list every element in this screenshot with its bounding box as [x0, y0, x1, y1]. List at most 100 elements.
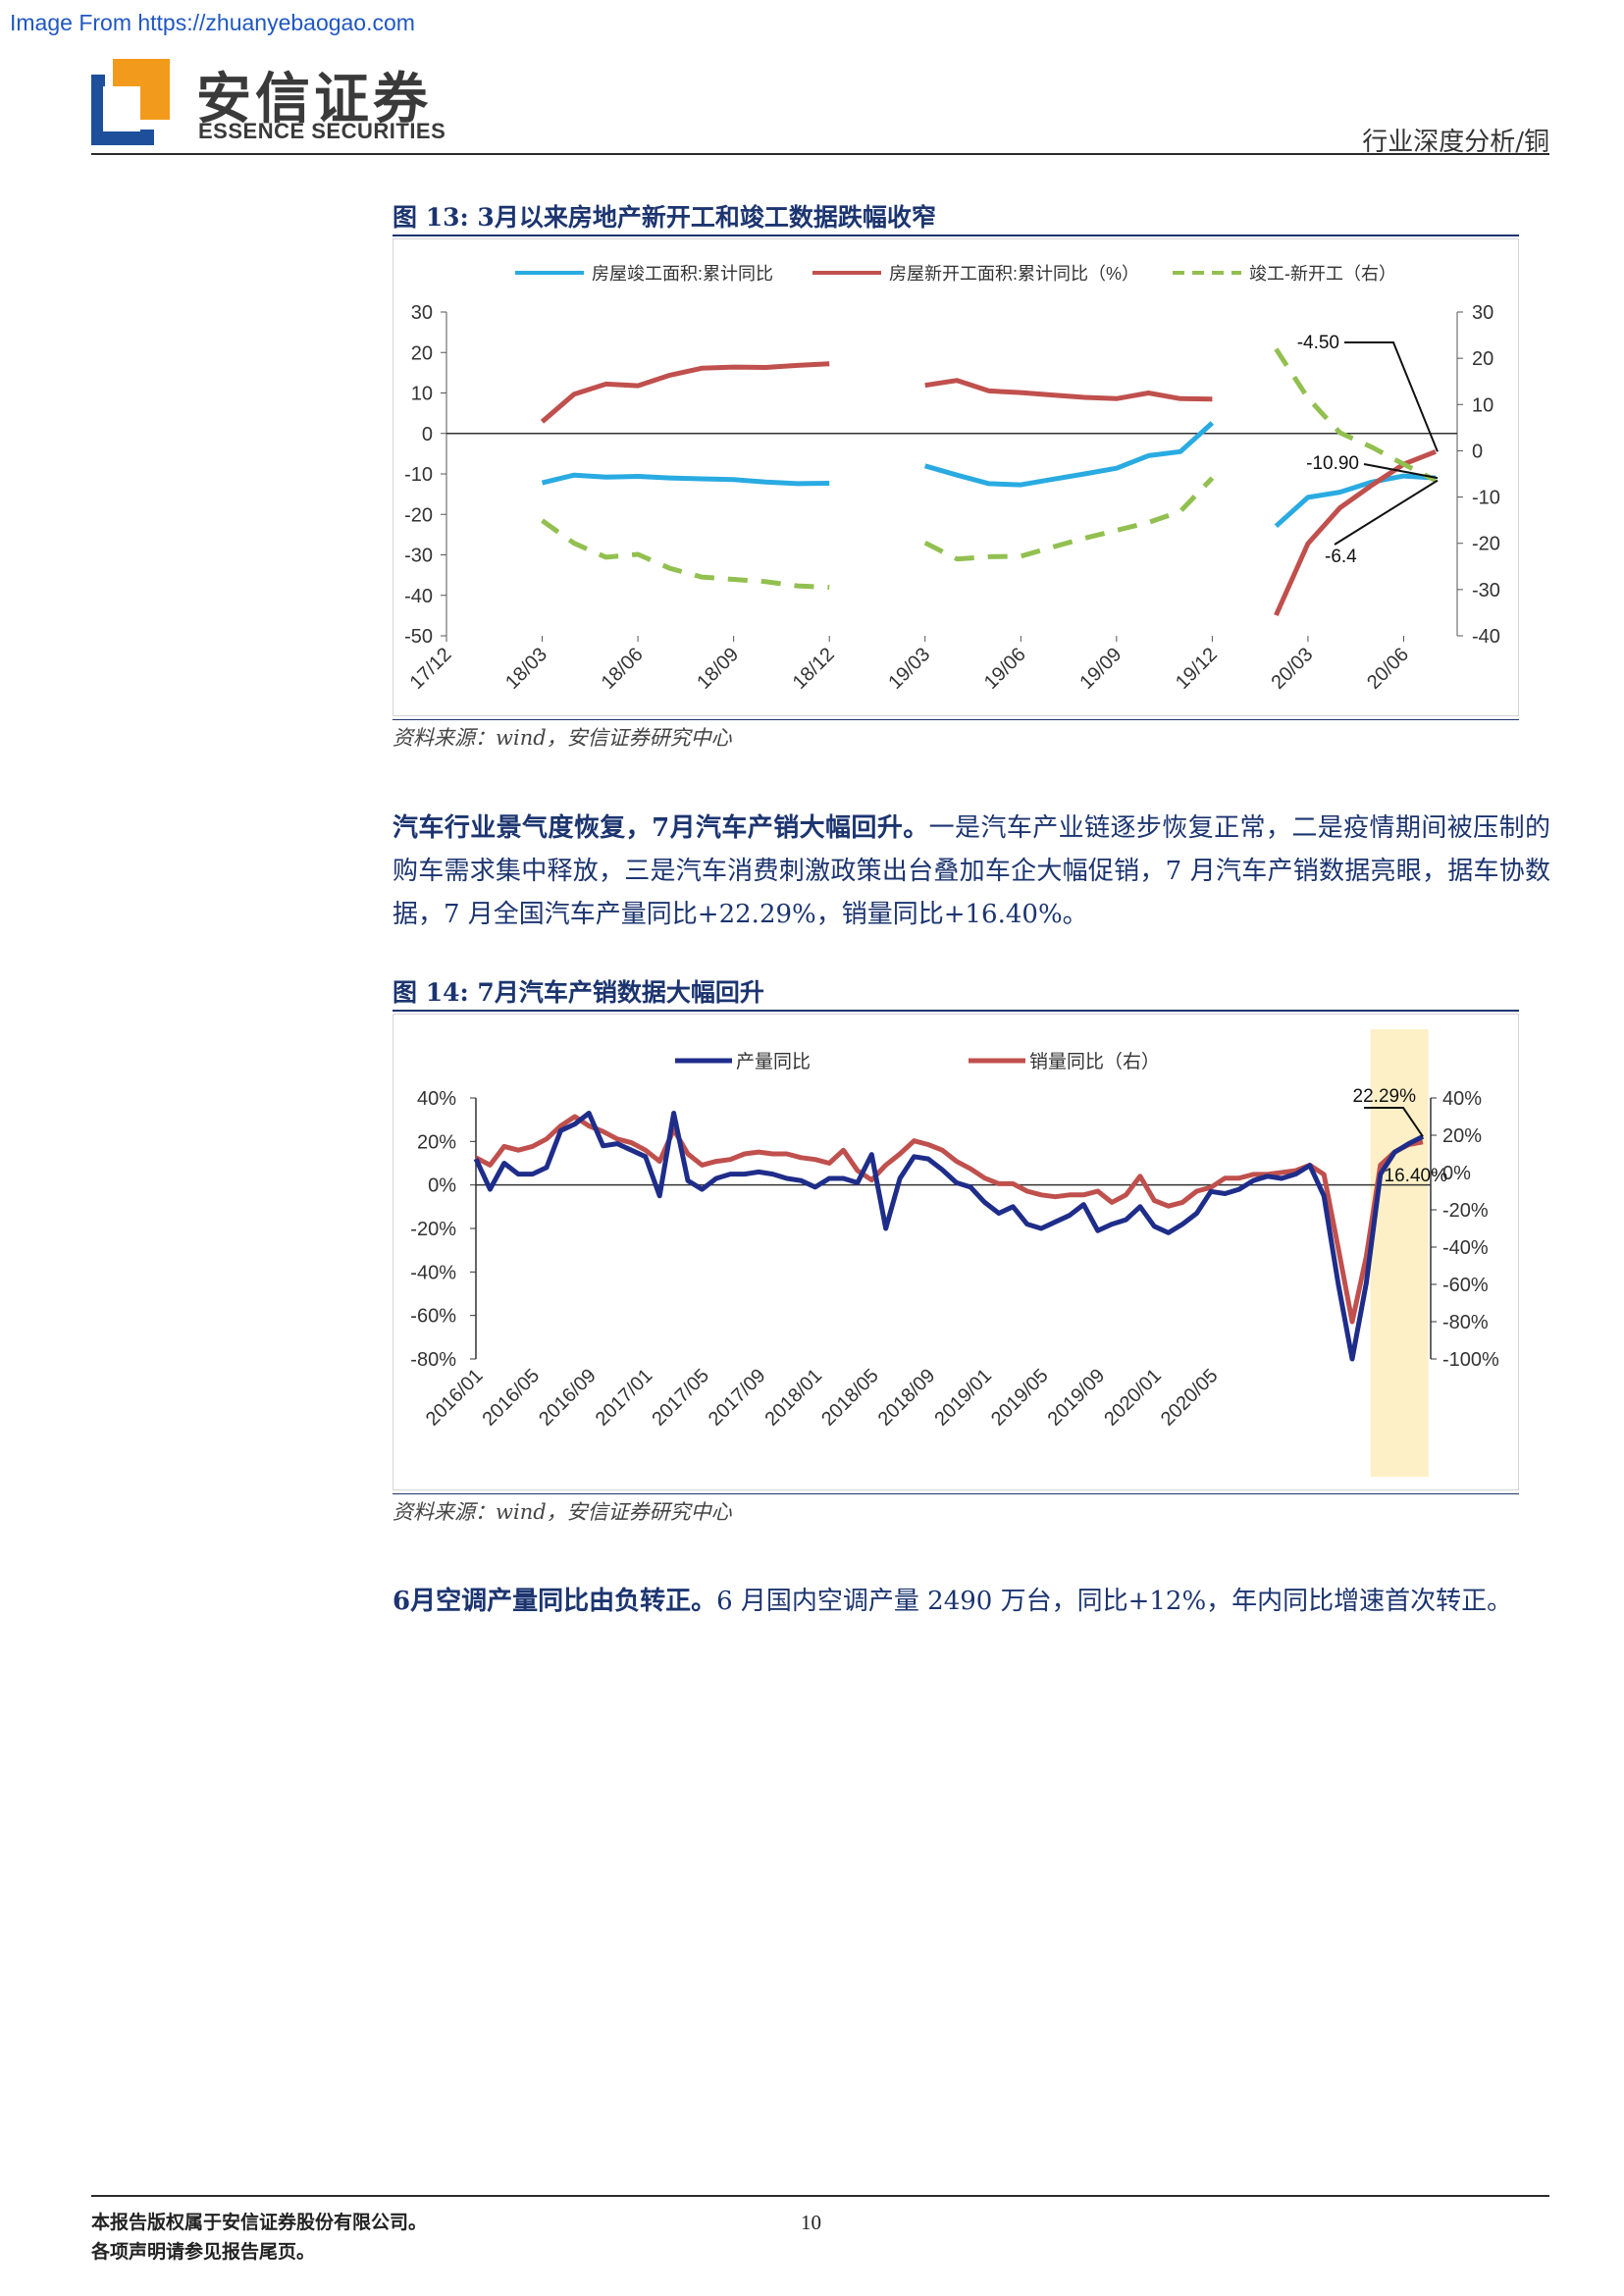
y-left-label-13-7: -40	[404, 586, 433, 607]
y-left-label-14-5: -60%	[410, 1306, 456, 1328]
annotation-13-0: -4.50	[1297, 333, 1339, 353]
figure-13-source: 资料来源：wind，安信证券研究中心	[393, 726, 732, 750]
y-left-label-14-3: -20%	[410, 1219, 456, 1240]
y-right-label-14-2: 0%	[1442, 1163, 1471, 1184]
x-label-14-9: 2019/01	[930, 1365, 996, 1431]
x-label-14-5: 2017/09	[705, 1365, 770, 1431]
figure-14-title: 图 14: 7月汽车产销数据大幅回升	[393, 978, 764, 1007]
footer-copyright: 本报告版权属于安信证券股份有限公司。	[91, 2212, 428, 2233]
x-label-14-13: 2020/05	[1157, 1365, 1223, 1431]
y-right-label-14-1: 20%	[1442, 1125, 1482, 1147]
y-right-label-14-0: 40%	[1442, 1088, 1482, 1110]
y-right-label-13-0: 30	[1472, 302, 1493, 324]
legend-13-label-1: 房屋新开工面积:累计同比（%）	[889, 264, 1139, 284]
x-label-13-9: 20/03	[1268, 644, 1318, 694]
y-right-label-13-5: -20	[1472, 534, 1500, 555]
y-right-label-14-7: -100%	[1442, 1349, 1499, 1371]
footer-divider	[91, 2195, 1549, 2197]
paragraph-air-conditioner: 6月空调产量同比由负转正。6 月国内空调产量 2490 万台，同比+12%，年内…	[393, 1580, 1550, 1623]
x-label-14-10: 2019/05	[987, 1365, 1053, 1431]
series-13-line-2	[541, 347, 1438, 590]
x-label-14-2: 2016/09	[535, 1365, 601, 1431]
series-14-line-0	[473, 1111, 1425, 1362]
x-label-14-6: 2018/01	[761, 1365, 827, 1431]
y-right-label-13-4: -10	[1472, 488, 1500, 509]
series-13-line-1	[540, 361, 1437, 617]
x-label-14-3: 2017/01	[592, 1365, 657, 1431]
y-left-label-13-8: -50	[404, 626, 433, 648]
y-left-label-13-5: -20	[404, 504, 433, 526]
annotation-13-2: -6.4	[1325, 547, 1357, 567]
series-13-line-0	[541, 421, 1437, 529]
y-right-label-14-6: -80%	[1442, 1312, 1489, 1333]
x-label-13-4: 18/12	[789, 644, 839, 694]
brand-name-cn: 安信证券	[196, 68, 432, 131]
x-label-14-4: 2017/05	[648, 1365, 713, 1431]
y-left-label-14-6: -80%	[410, 1349, 456, 1371]
x-label-13-5: 19/03	[884, 644, 934, 694]
source-watermark[interactable]: Image From https://zhuanyebaogao.com	[10, 10, 415, 35]
footer-statement: 各项声明请参见报告尾页。	[91, 2241, 316, 2263]
paragraph-ac-body: 6 月国内空调产量 2490 万台，同比+12%，年内同比增速首次转正。	[716, 1587, 1513, 1616]
annotation-14-1: 16.40%	[1385, 1166, 1448, 1186]
y-right-label-14-5: -60%	[1442, 1275, 1489, 1296]
y-right-label-14-4: -40%	[1442, 1237, 1489, 1259]
figure-13-title: 图 13: 3月以来房地产新开工和竣工数据跌幅收窄	[393, 203, 936, 232]
y-left-label-14-4: -40%	[410, 1262, 456, 1283]
x-label-14-11: 2019/09	[1044, 1365, 1110, 1431]
y-left-label-14-2: 0%	[428, 1175, 456, 1197]
brand-logo-icon	[91, 59, 170, 145]
brand-name-en: ESSENCE SECURITIES	[198, 119, 446, 143]
chart-13-frame	[393, 238, 1519, 716]
y-right-label-13-7: -40	[1472, 626, 1500, 648]
header-divider	[91, 153, 1549, 155]
x-label-14-8: 2018/09	[874, 1365, 940, 1431]
legend-13-label-2: 竣工-新开工（右）	[1249, 264, 1396, 284]
paragraph-auto-highlight: 汽车行业景气度恢复，7月汽车产销大幅回升。	[393, 813, 929, 843]
y-left-label-13-6: -30	[404, 546, 433, 567]
y-left-label-13-4: -10	[404, 464, 433, 486]
x-label-14-1: 2016/05	[478, 1365, 544, 1431]
paragraph-auto-industry: 汽车行业景气度恢复，7月汽车产销大幅回升。一是汽车产业链逐步恢复正常，二是疫情期…	[393, 807, 1550, 936]
x-label-13-10: 20/06	[1363, 644, 1413, 694]
highlight-band-2020	[1370, 1029, 1429, 1477]
footer-disclaimer: 本报告版权属于安信证券股份有限公司。 各项声明请参见报告尾页。	[91, 2208, 427, 2267]
annotation-13-leader-1	[1363, 463, 1439, 480]
series-14-line-1	[474, 1114, 1424, 1325]
y-left-label-13-3: 0	[422, 424, 433, 445]
figure-13-chart: 房屋竣工面积:累计同比 房屋新开工面积:累计同比（%） 竣工-新开工（右） 30 20 1…	[393, 238, 1519, 716]
y-right-label-14-3: -20%	[1442, 1200, 1489, 1222]
page-number: 10	[801, 2211, 821, 2234]
x-label-13-6: 19/06	[980, 644, 1030, 694]
figure-13-bottom-rule	[393, 719, 1519, 720]
annotation-13-1: -10.90	[1306, 453, 1359, 474]
y-right-label-13-6: -30	[1472, 580, 1500, 601]
legend-14-label-0: 产量同比	[736, 1051, 811, 1072]
annotation-13-leader-2	[1334, 479, 1439, 546]
figure-14-source: 资料来源：wind，安信证券研究中心	[393, 1500, 732, 1524]
y-right-label-13-3: 0	[1472, 441, 1483, 462]
x-label-13-7: 19/09	[1075, 644, 1126, 694]
y-left-label-13-0: 30	[411, 302, 433, 324]
paragraph-ac-highlight: 6月空调产量同比由负转正。	[393, 1587, 717, 1616]
figure-14-bottom-rule	[393, 1493, 1519, 1494]
report-category: 行业深度分析/铜	[1362, 128, 1549, 157]
x-label-14-0: 2016/01	[422, 1365, 488, 1431]
x-label-13-3: 18/09	[693, 644, 743, 694]
annotation-14-0: 22.29%	[1353, 1086, 1417, 1107]
figure-14-top-rule	[393, 1010, 1519, 1012]
y-left-label-14-0: 40%	[417, 1088, 456, 1110]
y-left-label-13-1: 20	[411, 342, 433, 364]
x-label-13-0: 17/12	[406, 644, 456, 694]
y-left-label-13-2: 10	[411, 384, 433, 405]
y-right-label-13-1: 20	[1472, 348, 1493, 370]
figure-14-chart: 产量同比 销量同比（右） 40% 20% 0% -20% -40% -60% -80% 40% 20…	[393, 1014, 1519, 1490]
paragraph-auto-body: 一是汽车产业链逐步恢复正常，二是疫情期间被压制的购车需求集中释放，三是汽车消费刺…	[393, 813, 1550, 929]
x-label-14-7: 2018/05	[817, 1365, 883, 1431]
chart-14-frame	[393, 1014, 1519, 1490]
annotation-13-leader-0	[1344, 341, 1439, 452]
x-label-13-2: 18/06	[598, 644, 648, 694]
annotation-14-leader-0	[1364, 1107, 1424, 1137]
legend-14-label-1: 销量同比（右）	[1029, 1051, 1160, 1072]
y-left-label-14-1: 20%	[417, 1131, 456, 1153]
